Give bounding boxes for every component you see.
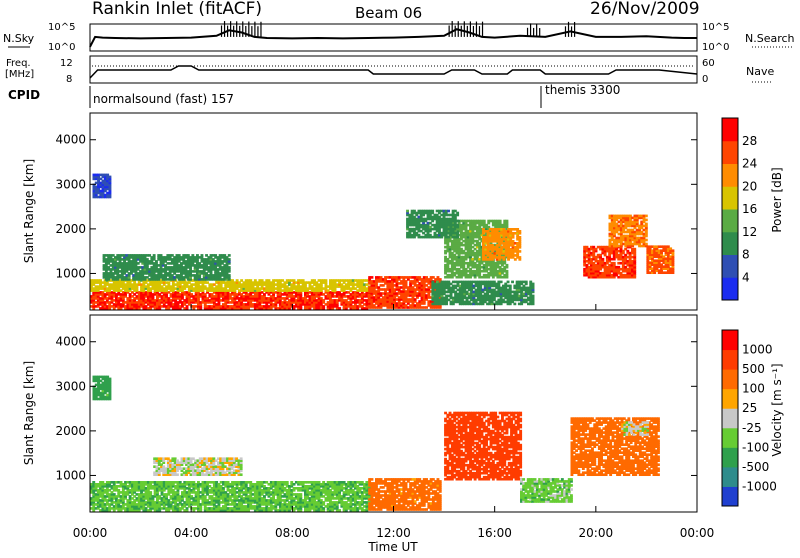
- range-cell: [456, 220, 459, 223]
- colorbar-swatch: [722, 209, 738, 232]
- colorbar-swatch: [722, 118, 738, 141]
- colorbar-swatch: [722, 277, 738, 300]
- colorbar-tick-label: 4: [742, 270, 750, 284]
- range-cell: [456, 212, 459, 215]
- range-cell: [633, 248, 636, 251]
- range-cell: [371, 276, 374, 279]
- noise-spikes: [222, 21, 575, 37]
- y-tick-label: 2000: [55, 222, 86, 236]
- range-cell: [447, 210, 450, 213]
- range-cell: [431, 210, 434, 213]
- beam-label: Beam 06: [355, 4, 422, 22]
- range-cell: [338, 307, 341, 310]
- colorbar-tick-label: 16: [742, 202, 757, 216]
- cpid-segment-2: themis 3300: [545, 83, 620, 97]
- colorbar-swatch: [722, 164, 738, 187]
- range-cell: [645, 239, 648, 242]
- range-cell: [228, 254, 231, 257]
- range-cell: [645, 219, 648, 222]
- colorbar-swatch: [722, 186, 738, 209]
- power-colorbar-label: Power [dB]: [770, 167, 784, 232]
- frequency-right-tick-top: 60: [702, 58, 715, 69]
- noise-left-label: N.Sky: [3, 32, 35, 45]
- range-cell: [518, 230, 521, 233]
- range-cell: [532, 295, 535, 298]
- range-cell: [499, 220, 502, 223]
- noise-right-tick-bottom: 10^0: [702, 42, 729, 53]
- range-cell: [513, 303, 516, 306]
- range-cell: [518, 256, 521, 259]
- range-cell: [506, 270, 509, 273]
- y-tick-label: 3000: [55, 177, 86, 191]
- range-cell: [645, 215, 648, 218]
- colorbar-swatch: [722, 141, 738, 164]
- range-cell: [509, 285, 512, 288]
- range-cell: [228, 274, 231, 277]
- range-cell: [500, 281, 503, 284]
- range-cell: [483, 220, 486, 223]
- colorbar-swatch: [722, 255, 738, 278]
- frequency-panel-frame: [90, 56, 697, 83]
- noise-left-tick-top: 10^5: [48, 22, 75, 33]
- colorbar-tick-label: 8: [742, 248, 750, 262]
- range-cell: [672, 249, 675, 252]
- colorbar-swatch: [722, 232, 738, 255]
- frequency-series: [90, 66, 697, 78]
- frequency-left-tick-top: 12: [60, 58, 73, 69]
- range-cell: [201, 254, 204, 257]
- noise-left-tick-bottom: 10^0: [48, 42, 75, 53]
- frequency-left-label-line1: Freq.: [6, 58, 31, 69]
- power-data-cells: [90, 174, 674, 310]
- frequency-left-label-line2: [MHz]: [5, 69, 34, 80]
- y-tick-label: 1000: [55, 266, 86, 280]
- range-cell: [532, 283, 535, 286]
- range-cell: [406, 210, 409, 213]
- cpid-panel: CPID normalsound (fast) 157 themis 3300: [8, 83, 620, 108]
- colorbar-tick-label: 12: [742, 225, 757, 239]
- noise-sky-series: [90, 29, 697, 47]
- range-cell: [506, 220, 509, 223]
- range-cell: [518, 250, 521, 253]
- y-tick-label: 4000: [55, 133, 86, 147]
- range-cell: [228, 266, 231, 269]
- range-cell: [601, 258, 604, 261]
- velocity-data-cells: [90, 376, 660, 512]
- range-cell: [645, 223, 648, 226]
- power-y-axis-label: Slant Range [km]: [22, 159, 36, 263]
- range-cell: [507, 281, 510, 284]
- cpid-segment-1: normalsound (fast) 157: [93, 92, 234, 106]
- nave-label: Nave: [746, 65, 774, 78]
- range-cell: [613, 262, 616, 265]
- colorbar-tick-label: 20: [742, 179, 757, 193]
- frequency-left-tick-bottom: 8: [66, 74, 72, 85]
- frequency-right-tick-bottom: 0: [702, 74, 708, 85]
- frequency-panel: Freq. [MHz] 12 8 60 0 Nave: [5, 56, 774, 85]
- noise-right-tick-top: 10^5: [702, 22, 729, 33]
- range-cell: [525, 281, 528, 284]
- range-cell: [325, 279, 328, 282]
- range-cell: [506, 264, 509, 267]
- power-colorbar: 4 8 12 16 20 24 28: [722, 118, 757, 301]
- station-title: Rankin Inlet (fitACF): [92, 0, 262, 19]
- range-cell: [511, 281, 514, 284]
- range-cell: [439, 278, 442, 281]
- range-cell: [456, 224, 459, 227]
- range-cell: [228, 258, 231, 261]
- cpid-label: CPID: [8, 88, 40, 102]
- range-cell: [518, 236, 521, 239]
- colorbar-tick-label: 28: [742, 134, 757, 148]
- range-cell: [153, 254, 156, 257]
- noise-right-label: N.Search: [745, 32, 795, 45]
- range-cell: [109, 176, 112, 179]
- range-cell: [645, 243, 648, 246]
- colorbar-tick-label: 24: [742, 157, 757, 171]
- date-label: 26/Nov/2009: [590, 0, 700, 19]
- power-panel: 1000 2000 3000 4000 Slant Range [km] 4 8 12 16…: [22, 113, 784, 310]
- noise-panel: N.Sky 10^5 10^0 10^5 10^0 N.Search: [3, 21, 795, 53]
